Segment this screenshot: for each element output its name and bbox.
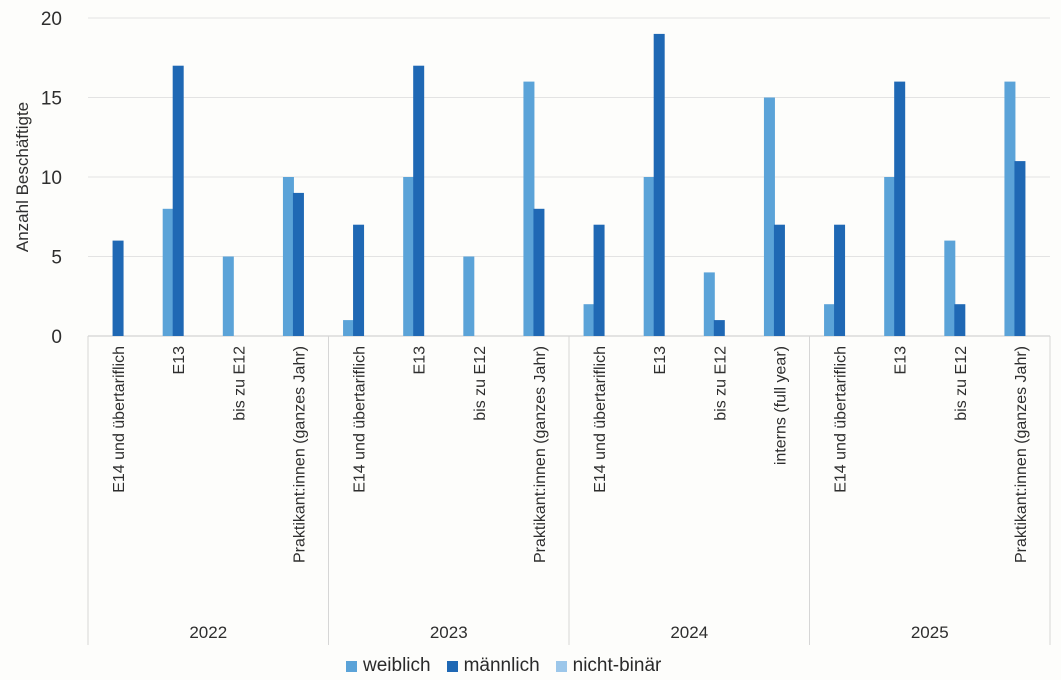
- bar-2025-bis-zu-e12-m-nnlich: [954, 304, 966, 336]
- legend-swatch-weiblich: [346, 660, 357, 672]
- legend-label-nicht-binaer: nicht-binär: [572, 655, 662, 676]
- y-axis-title: Anzahl Beschäftigte: [13, 102, 32, 252]
- group-label-2023: 2023: [430, 623, 468, 642]
- bar-2025-e14-und-bertariflich-m-nnlich: [834, 224, 846, 336]
- group-label-2022: 2022: [189, 623, 227, 642]
- legend-item-weiblich: weiblich: [346, 655, 431, 677]
- bar-2023-bis-zu-e12-weiblich: [463, 256, 475, 336]
- bar-2024-interns-full-year-weiblich: [763, 97, 775, 336]
- x-tick-label-2025-e14-und-bertariflich: E14 und übertariflich: [833, 346, 850, 493]
- x-tick-label-2025-e13: E13: [893, 346, 910, 375]
- bar-2022-e13-weiblich: [162, 208, 174, 336]
- bar-2022-e14-und-bertariflich-m-nnlich: [112, 240, 124, 336]
- bar-2023-e14-und-bertariflich-weiblich: [343, 320, 355, 336]
- x-tick-label-2022-praktikant-innen-ganzes-jahr: Praktikant:innen (ganzes Jahr): [291, 346, 308, 563]
- legend-swatch-maennlich: [446, 660, 458, 672]
- bar-2023-e13-weiblich: [403, 177, 415, 336]
- x-tick-label-2024-bis-zu-e12: bis zu E12: [712, 346, 729, 421]
- legend-item-maennlich: männlich: [446, 655, 540, 677]
- bar-2024-bis-zu-e12-m-nnlich: [713, 320, 725, 336]
- y-tick-label-20: 20: [41, 9, 62, 30]
- legend-label-weiblich: weiblich: [363, 655, 431, 676]
- bar-2024-e14-und-bertariflich-weiblich: [583, 304, 595, 336]
- x-tick-label-2022-e14-und-bertariflich: E14 und übertariflich: [111, 346, 128, 493]
- x-tick-label-2024-e14-und-bertariflich: E14 und übertariflich: [592, 346, 609, 493]
- bar-2022-e13-m-nnlich: [172, 65, 184, 336]
- bar-2025-bis-zu-e12-weiblich: [944, 240, 956, 336]
- bar-2023-praktikant-innen-ganzes-jahr-m-nnlich: [533, 208, 545, 336]
- legend: weiblich männlich nicht-binär: [346, 654, 661, 678]
- bar-2025-praktikant-innen-ganzes-jahr-weiblich: [1004, 81, 1016, 336]
- x-tick-label-2025-bis-zu-e12: bis zu E12: [953, 346, 970, 421]
- y-tick-label-15: 15: [41, 89, 62, 110]
- bar-2024-e13-m-nnlich: [653, 33, 665, 337]
- group-label-2024: 2024: [670, 623, 708, 642]
- legend-label-maennlich: männlich: [463, 655, 540, 676]
- x-tick-label-2023-e14-und-bertariflich: E14 und übertariflich: [352, 346, 369, 493]
- bar-2024-bis-zu-e12-weiblich: [703, 272, 715, 336]
- x-tick-label-2024-e13: E13: [652, 346, 669, 375]
- x-tick-label-2022-e13: E13: [171, 346, 188, 375]
- bar-2023-e14-und-bertariflich-m-nnlich: [353, 224, 365, 336]
- x-tick-label-2025-praktikant-innen-ganzes-jahr: Praktikant:innen (ganzes Jahr): [1013, 346, 1030, 563]
- x-tick-label-2023-bis-zu-e12: bis zu E12: [472, 346, 489, 421]
- bar-2024-e14-und-bertariflich-m-nnlich: [593, 224, 605, 336]
- bar-2025-e14-und-bertariflich-weiblich: [824, 304, 836, 336]
- group-label-2025: 2025: [911, 623, 949, 642]
- bar-2024-e13-weiblich: [643, 177, 655, 336]
- bar-2025-e13-weiblich: [884, 177, 896, 336]
- legend-item-nicht-binaer: nicht-binär: [555, 655, 662, 677]
- x-tick-label-2022-bis-zu-e12: bis zu E12: [231, 346, 248, 421]
- x-tick-label-2024-interns-full-year: interns (full year): [772, 346, 789, 465]
- y-tick-label-0: 0: [51, 327, 62, 348]
- bar-2022-praktikant-innen-ganzes-jahr-m-nnlich: [292, 192, 304, 336]
- y-tick-label-10: 10: [41, 168, 62, 189]
- bar-2024-interns-full-year-m-nnlich: [773, 224, 785, 336]
- bar-2022-praktikant-innen-ganzes-jahr-weiblich: [282, 177, 294, 336]
- bar-2023-praktikant-innen-ganzes-jahr-weiblich: [523, 81, 535, 336]
- y-tick-label-5: 5: [51, 248, 62, 269]
- bar-2025-e13-m-nnlich: [894, 81, 906, 336]
- bar-2022-bis-zu-e12-weiblich: [222, 256, 234, 336]
- bar-2025-praktikant-innen-ganzes-jahr-m-nnlich: [1014, 161, 1026, 336]
- bar-chart-svg: 0 5 10 15 20 Anzahl Beschäftigte E14 und übert…: [13, 9, 1051, 645]
- bar-2023-e13-m-nnlich: [413, 65, 425, 336]
- legend-swatch-nicht-binaer: [555, 660, 567, 672]
- x-tick-label-2023-praktikant-innen-ganzes-jahr: Praktikant:innen (ganzes Jahr): [532, 346, 549, 563]
- x-tick-label-2023-e13: E13: [412, 346, 429, 375]
